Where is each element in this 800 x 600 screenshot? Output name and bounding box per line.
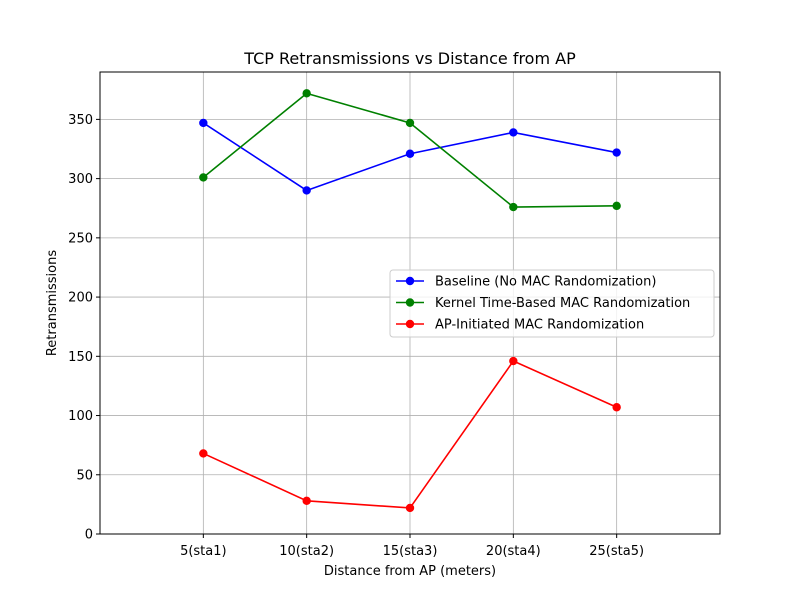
y-tick-label: 350: [68, 113, 93, 128]
legend-marker-3: [405, 319, 415, 329]
x-tick-label: 10(sta2): [279, 544, 334, 559]
series-3-point: [612, 403, 621, 412]
x-axis-title: Distance from AP (meters): [324, 564, 496, 579]
legend: Baseline (No MAC Randomization) Kernel Ti…: [389, 269, 715, 338]
series-1-point: [405, 149, 415, 158]
x-tick-label: 15(sta3): [383, 544, 438, 559]
y-tick-label: 100: [68, 409, 93, 424]
series-1-point: [302, 186, 311, 195]
series-2-point: [405, 118, 415, 128]
series-1-point: [199, 118, 208, 128]
legend-label-2: Kernel Time-Based MAC Randomization: [435, 296, 690, 311]
chart-title: TCP Retransmissions vs Distance from AP: [243, 49, 576, 68]
y-tick-label: 150: [68, 350, 93, 365]
y-axis-title: Retransmissions: [45, 250, 60, 356]
series-1-point: [509, 128, 518, 137]
data-series: [199, 89, 621, 513]
y-tick-label: 200: [68, 291, 93, 306]
legend-marker-1: [405, 276, 415, 286]
y-tick-label: 300: [68, 172, 93, 187]
y-tick-label: 250: [68, 231, 93, 246]
y-tick-label: 0: [85, 528, 93, 543]
series-2-point: [302, 89, 311, 98]
x-tick-label: 20(sta4): [486, 544, 541, 559]
x-axis-ticks: 5(sta1) 10(sta2) 15(sta3) 20(sta4) 25(sta5): [180, 534, 644, 559]
series-2-point: [509, 202, 518, 212]
series-3-point: [199, 449, 208, 458]
y-axis-ticks: 0 50 100 150 200 250 300 350: [68, 113, 100, 543]
series-3-point: [509, 356, 518, 366]
series-1-point: [612, 148, 621, 157]
series-3-point: [405, 503, 415, 513]
x-tick-label: 25(sta5): [589, 544, 644, 559]
legend-marker-2: [405, 298, 415, 307]
x-tick-label: 5(sta1): [180, 544, 227, 559]
legend-box: [389, 269, 715, 338]
series-2-point: [612, 201, 621, 211]
y-tick-label: 50: [76, 468, 93, 483]
series-2-point: [199, 173, 208, 182]
legend-label-3: AP-Initiated MAC Randomization: [435, 318, 644, 333]
legend-label-1: Baseline (No MAC Randomization): [435, 275, 656, 290]
series-3-point: [302, 496, 311, 506]
